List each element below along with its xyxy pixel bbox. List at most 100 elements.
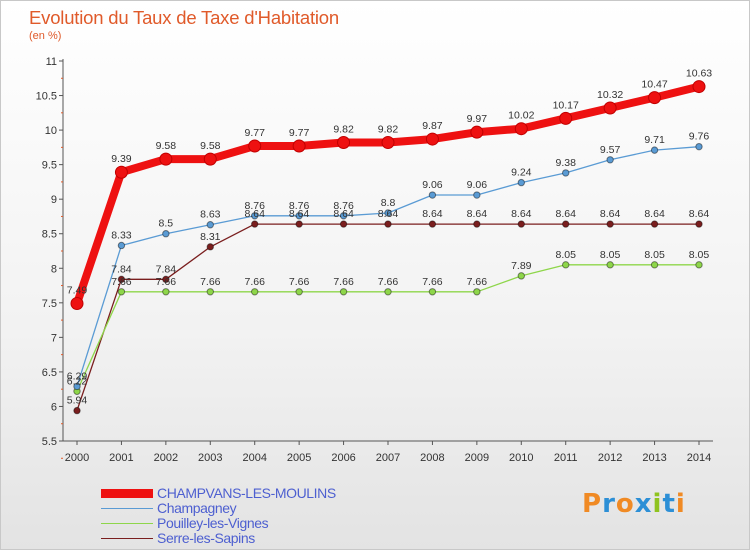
data-label-2: 7.66: [156, 276, 177, 288]
data-label-3: 8.64: [600, 208, 621, 220]
data-point-2: [428, 288, 437, 296]
data-label-0: 10.32: [597, 89, 623, 101]
x-tick-label: 2007: [376, 452, 400, 464]
data-label-0: 9.58: [156, 140, 177, 152]
y-tick-label: 6: [51, 401, 57, 413]
data-label-1: 8.76: [333, 200, 354, 212]
data-point-1: [606, 156, 614, 164]
data-label-0: 9.82: [378, 124, 399, 136]
data-label-3: 7.84: [111, 263, 132, 275]
data-label-2: 7.89: [511, 260, 532, 272]
y-tick-label: 9.5: [42, 160, 57, 172]
x-tick-label: 2003: [198, 452, 222, 464]
proxiti-logo: Proxiti: [582, 489, 686, 519]
data-point-1: [295, 212, 303, 220]
y-tick-label: 11: [46, 56, 57, 68]
data-label-3: 8.64: [289, 208, 310, 220]
data-label-1: 8.5: [159, 218, 174, 230]
data-label-2: 6.22: [67, 375, 88, 387]
data-label-0: 9.39: [111, 153, 132, 165]
data-point-3: [606, 220, 614, 228]
data-point-3: [695, 220, 703, 228]
x-tick-label: 2008: [420, 452, 444, 464]
data-point-3: [428, 220, 437, 228]
data-label-2: 8.05: [644, 249, 665, 261]
data-point-2: [606, 261, 614, 269]
data-point-1: [206, 221, 214, 229]
data-point-2: [562, 261, 570, 269]
data-label-0: 9.87: [422, 120, 443, 132]
data-point-1: [162, 230, 170, 238]
data-label-0: 9.77: [289, 127, 310, 139]
data-point-0: [114, 165, 128, 179]
data-label-2: 7.66: [200, 276, 221, 288]
data-label-0: 10.17: [553, 99, 579, 111]
logo-letter: r: [602, 489, 616, 519]
x-tick-label: 2001: [109, 452, 133, 464]
data-point-3: [251, 220, 259, 228]
data-label-1: 9.57: [600, 144, 621, 156]
data-label-0: 10.63: [686, 68, 712, 80]
x-tick-label: 2006: [331, 452, 355, 464]
legend-swatch-0: [101, 489, 153, 498]
data-label-0: 10.02: [508, 110, 534, 122]
data-label-2: 8.05: [600, 249, 621, 261]
data-label-3: 8.64: [422, 208, 443, 220]
x-tick-label: 2005: [287, 452, 311, 464]
data-label-0: 7.49: [67, 285, 88, 297]
y-tick-label: 10.5: [36, 91, 57, 103]
chart-title: Evolution du Taux de Taxe d'Habitation: [29, 7, 339, 28]
legend-label-3: Serre-les-Sapins: [157, 530, 255, 546]
x-tick-label: 2013: [642, 452, 666, 464]
data-point-3: [473, 220, 481, 228]
legend-swatch-1: [101, 508, 153, 509]
y-tick-label: 9: [51, 194, 57, 206]
logo-letter: P: [582, 489, 603, 519]
data-point-1: [251, 212, 259, 220]
data-label-0: 9.97: [467, 113, 488, 125]
data-label-2: 7.66: [111, 276, 132, 288]
data-label-2: 7.66: [333, 276, 354, 288]
data-point-2: [473, 288, 481, 296]
data-label-3: 7.84: [156, 263, 177, 275]
data-point-1: [695, 142, 703, 151]
x-tick-label: 2000: [65, 452, 89, 464]
data-label-1: 9.71: [644, 134, 665, 146]
data-point-1: [650, 146, 659, 154]
data-label-2: 7.66: [289, 276, 310, 288]
data-label-3: 8.64: [378, 208, 399, 220]
data-point-3: [73, 406, 81, 415]
data-point-1: [117, 241, 126, 250]
data-point-3: [162, 275, 170, 284]
data-point-3: [562, 220, 570, 228]
data-point-0: [159, 152, 173, 166]
data-point-1: [384, 209, 392, 217]
data-label-1: 9.76: [689, 131, 710, 143]
data-point-2: [162, 288, 170, 296]
legend-swatch-3: [101, 538, 153, 539]
data-label-2: 8.05: [555, 249, 576, 261]
legend-label-0: CHAMPVANS-LES-MOULINS: [157, 485, 336, 501]
data-point-3: [650, 220, 659, 228]
data-point-0: [514, 122, 528, 136]
data-point-2: [206, 288, 214, 296]
data-point-3: [295, 220, 303, 228]
data-label-1: 8.8: [381, 197, 396, 209]
data-label-0: 9.82: [333, 124, 354, 136]
data-point-0: [603, 101, 617, 115]
logo-letter: i: [652, 489, 663, 519]
data-label-3: 8.64: [644, 208, 665, 220]
data-label-0: 9.58: [200, 140, 221, 152]
data-label-1: 8.33: [111, 229, 132, 241]
legend-swatch-2: [101, 523, 153, 524]
data-label-2: 7.66: [422, 276, 443, 288]
data-point-1: [339, 212, 348, 220]
y-tick-label: 10: [45, 125, 57, 137]
data-label-3: 5.94: [67, 395, 88, 407]
data-point-0: [292, 139, 306, 153]
logo-letter: t: [662, 489, 676, 519]
data-point-3: [117, 275, 126, 284]
data-point-1: [517, 178, 525, 187]
